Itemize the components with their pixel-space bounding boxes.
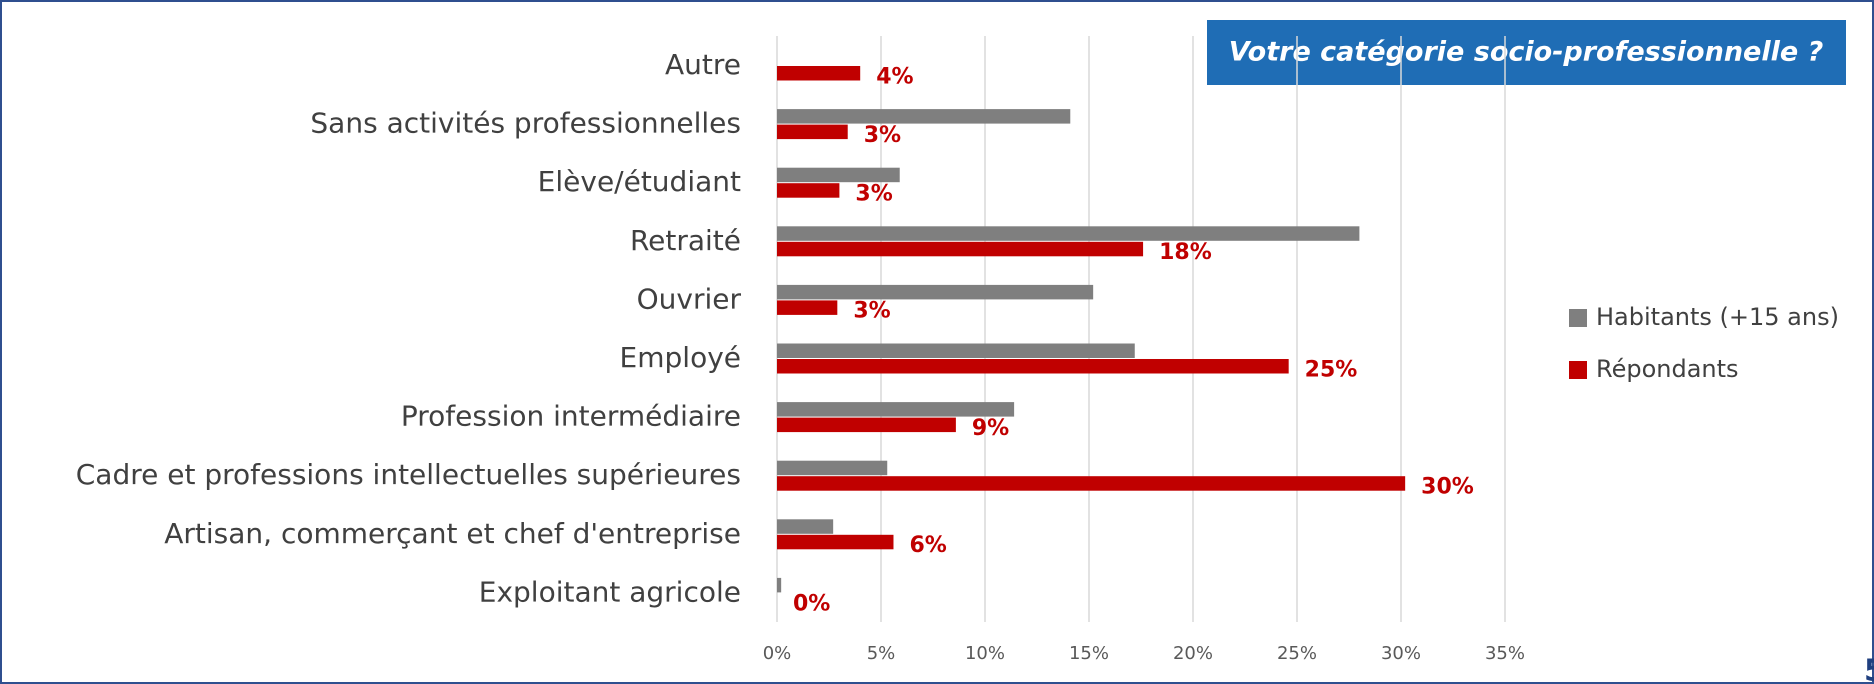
bar <box>777 241 1144 257</box>
value-label: 3% <box>853 299 890 324</box>
value-label: 18% <box>1159 240 1212 265</box>
bar <box>777 226 1360 241</box>
y-tick-label: Employé <box>620 341 741 374</box>
bar <box>777 519 834 534</box>
bar <box>777 167 900 183</box>
x-tick-label: 15% <box>1069 643 1109 664</box>
y-tick-label: Sans activités professionnelles <box>310 107 741 140</box>
bar <box>777 109 1071 124</box>
value-label: 0% <box>793 592 830 617</box>
bar <box>777 343 1135 358</box>
y-tick-label: Ouvrier <box>637 282 742 315</box>
bar <box>777 476 1406 491</box>
bar <box>777 124 848 140</box>
x-tick-label: 35% <box>1485 643 1525 664</box>
y-tick-label: Cadre et professions intellectuelles sup… <box>76 458 741 491</box>
bar <box>777 66 861 81</box>
bar <box>777 534 894 550</box>
x-tick-label: 20% <box>1173 643 1213 664</box>
chart-title: Votre catégorie socio-professionnelle ? <box>1229 37 1824 68</box>
value-label: 6% <box>909 533 946 558</box>
bar <box>777 284 1094 300</box>
value-label: 3% <box>864 123 901 148</box>
y-tick-label: Retraité <box>630 224 741 257</box>
legend-swatch <box>1569 309 1587 327</box>
value-label: 3% <box>855 181 892 206</box>
value-label: 25% <box>1305 357 1358 382</box>
y-tick-label: Profession intermédiaire <box>401 400 741 433</box>
legend-label: Habitants (+15 ans) <box>1596 303 1839 331</box>
value-label: 9% <box>972 416 1009 441</box>
bar <box>777 460 888 476</box>
bar <box>777 577 782 593</box>
x-tick-label: 30% <box>1381 643 1421 664</box>
page-number: 5 <box>1864 654 1874 684</box>
bar <box>777 300 838 315</box>
y-tick-label: Artisan, commerçant et chef d'entreprise <box>164 517 741 550</box>
value-label: 4% <box>876 64 913 89</box>
title-box <box>1207 20 1846 85</box>
bar <box>777 417 956 433</box>
y-tick-label: Exploitant agricole <box>479 575 741 608</box>
x-tick-label: 5% <box>867 643 896 664</box>
bar <box>777 359 1289 374</box>
y-tick-label: Autre <box>665 48 741 81</box>
x-tick-label: 10% <box>965 643 1005 664</box>
bar <box>777 183 840 198</box>
value-label: 30% <box>1421 474 1474 499</box>
x-tick-label: 25% <box>1277 643 1317 664</box>
x-tick-label: 0% <box>763 643 792 664</box>
y-tick-label: Elève/étudiant <box>538 165 741 198</box>
bar <box>777 402 1015 417</box>
legend-swatch <box>1569 361 1587 379</box>
legend-label: Répondants <box>1596 355 1739 383</box>
